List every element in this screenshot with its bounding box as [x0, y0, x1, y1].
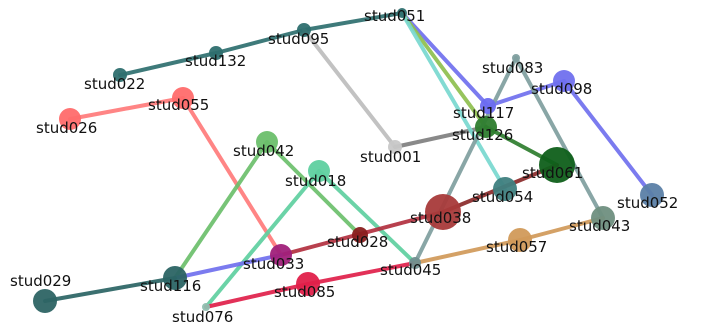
node-label-stud126: stud126 [452, 126, 513, 144]
node-stud076 [202, 303, 210, 311]
edge-stud018-stud076 [204, 169, 321, 309]
node-stud043 [591, 206, 615, 230]
node-label-stud018: stud018 [285, 172, 346, 190]
nodes-layer [33, 8, 664, 313]
edge-stud116-stud033 [173, 253, 283, 280]
node-stud033 [270, 244, 292, 266]
node-label-stud042: stud042 [233, 142, 294, 160]
node-stud052 [640, 183, 664, 207]
node-label-stud026: stud026 [36, 119, 97, 137]
node-stud055 [172, 87, 194, 109]
edge-stud057-stud043 [518, 216, 605, 242]
edge-stud026-stud055 [68, 96, 185, 121]
node-label-stud038: stud038 [410, 209, 471, 227]
node-stud038 [425, 194, 461, 230]
node-label-stud054: stud054 [472, 188, 533, 206]
node-label-stud022: stud022 [84, 75, 145, 93]
edges-layer [43, 11, 654, 309]
node-stud054 [493, 177, 517, 201]
node-label-stud001: stud001 [360, 148, 421, 166]
node-label-stud061: stud061 [522, 164, 583, 182]
edge-stud095-stud051 [302, 11, 404, 32]
node-stud018 [308, 160, 330, 182]
node-label-stud117: stud117 [453, 104, 514, 122]
node-stud132 [209, 46, 223, 60]
node-stud098 [553, 70, 575, 92]
node-label-stud057: stud057 [486, 238, 547, 256]
node-label-stud132: stud132 [185, 52, 246, 70]
node-stud028 [352, 227, 368, 243]
edge-stud029-stud116 [43, 276, 177, 303]
node-label-stud116: stud116 [140, 277, 201, 295]
node-label-stud033: stud033 [243, 255, 304, 273]
edge-stud083-stud045 [413, 56, 518, 265]
edge-stud098-stud052 [562, 79, 654, 197]
node-stud085 [296, 272, 320, 296]
edge-stud051-stud126 [400, 11, 488, 129]
node-label-stud029: stud029 [10, 272, 71, 290]
edge-stud051-stud054 [400, 11, 507, 191]
node-label-stud083: stud083 [482, 59, 543, 77]
node-label-stud095: stud095 [268, 30, 329, 48]
node-label-stud051: stud051 [364, 7, 425, 25]
edge-stud085-stud045 [306, 261, 417, 286]
edge-stud045-stud057 [413, 238, 522, 265]
node-label-stud043: stud043 [569, 217, 630, 235]
node-label-stud076: stud076 [172, 308, 233, 326]
node-label-stud055: stud055 [148, 96, 209, 114]
edge-stud095-stud001 [302, 28, 397, 149]
node-stud116 [163, 266, 187, 290]
node-stud029 [33, 289, 57, 313]
node-label-stud052: stud052 [617, 194, 678, 212]
node-stud051 [397, 8, 407, 18]
edge-stud051-stud117 [400, 11, 490, 108]
node-stud026 [59, 108, 81, 130]
edge-stud055-stud033 [181, 96, 283, 257]
edge-stud076-stud085 [204, 282, 310, 309]
node-stud057 [508, 228, 532, 252]
node-stud042 [256, 131, 278, 153]
edge-stud042-stud116 [173, 140, 269, 280]
edge-stud083-stud043 [514, 56, 605, 220]
edge-stud022-stud132 [118, 51, 218, 77]
node-stud083 [512, 54, 520, 62]
edge-stud042-stud028 [265, 140, 362, 237]
node-label-stud098: stud098 [531, 80, 592, 98]
node-stud001 [388, 140, 402, 154]
edge-stud117-stud098 [486, 79, 566, 108]
edge-stud018-stud045 [317, 169, 417, 265]
node-label-stud028: stud028 [327, 233, 388, 251]
node-stud045 [409, 257, 421, 269]
node-stud061 [539, 147, 575, 183]
node-stud126 [475, 116, 497, 138]
edge-stud132-stud095 [214, 28, 306, 55]
node-stud117 [480, 98, 496, 114]
node-label-stud045: stud045 [380, 261, 441, 279]
node-stud022 [113, 68, 127, 82]
node-stud095 [297, 23, 311, 37]
node-label-stud085: stud085 [274, 283, 335, 301]
